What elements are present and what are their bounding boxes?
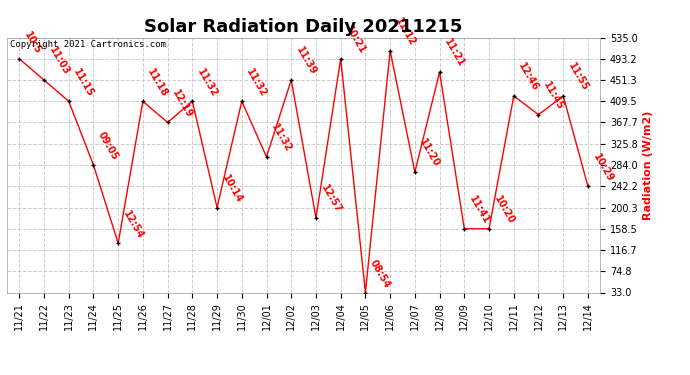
Text: 10:29: 10:29 [591,152,615,183]
Point [582,183,593,189]
Point [409,169,420,175]
Text: 11:03: 11:03 [47,45,71,77]
Point [509,93,520,99]
Point [63,98,75,104]
Text: 11:45: 11:45 [541,80,565,112]
Point [459,226,470,232]
Text: 12:19: 12:19 [170,88,195,120]
Text: 11:21: 11:21 [442,38,466,69]
Title: Solar Radiation Daily 20211215: Solar Radiation Daily 20211215 [144,18,463,36]
Point [310,215,322,221]
Point [261,154,272,160]
Point [39,77,50,83]
Text: Copyright 2021 Cartronics.com: Copyright 2021 Cartronics.com [10,40,166,49]
Text: 11:32: 11:32 [269,122,293,154]
Point [533,112,544,118]
Y-axis label: Radiation (W/m2): Radiation (W/m2) [644,110,653,220]
Point [187,98,198,104]
Point [335,56,346,62]
Point [212,204,223,210]
Text: 10:20: 10:20 [492,194,516,226]
Text: 11:55: 11:55 [566,61,590,93]
Text: 11:39: 11:39 [294,45,318,77]
Point [484,226,495,232]
Text: 09:05: 09:05 [96,130,120,162]
Point [286,77,297,83]
Text: 11:32: 11:32 [244,67,268,99]
Text: 12:57: 12:57 [319,183,343,215]
Text: 11:12: 11:12 [393,16,417,48]
Point [137,98,148,104]
Text: 10:5: 10:5 [22,30,43,56]
Point [360,290,371,296]
Point [88,162,99,168]
Point [558,93,569,99]
Text: 12:46: 12:46 [517,61,541,93]
Text: 11:15: 11:15 [72,67,96,99]
Text: 11:32: 11:32 [195,67,219,99]
Text: 08:54: 08:54 [368,258,393,290]
Text: 11:18: 11:18 [146,66,170,99]
Text: 11:20: 11:20 [417,138,442,170]
Point [112,240,124,246]
Text: 11:41: 11:41 [467,194,491,226]
Text: 10:21: 10:21 [344,24,368,56]
Point [236,98,247,104]
Point [162,120,173,126]
Point [434,69,445,75]
Point [384,48,395,54]
Point [14,56,25,62]
Text: 12:54: 12:54 [121,209,145,240]
Text: 10:14: 10:14 [220,173,244,205]
